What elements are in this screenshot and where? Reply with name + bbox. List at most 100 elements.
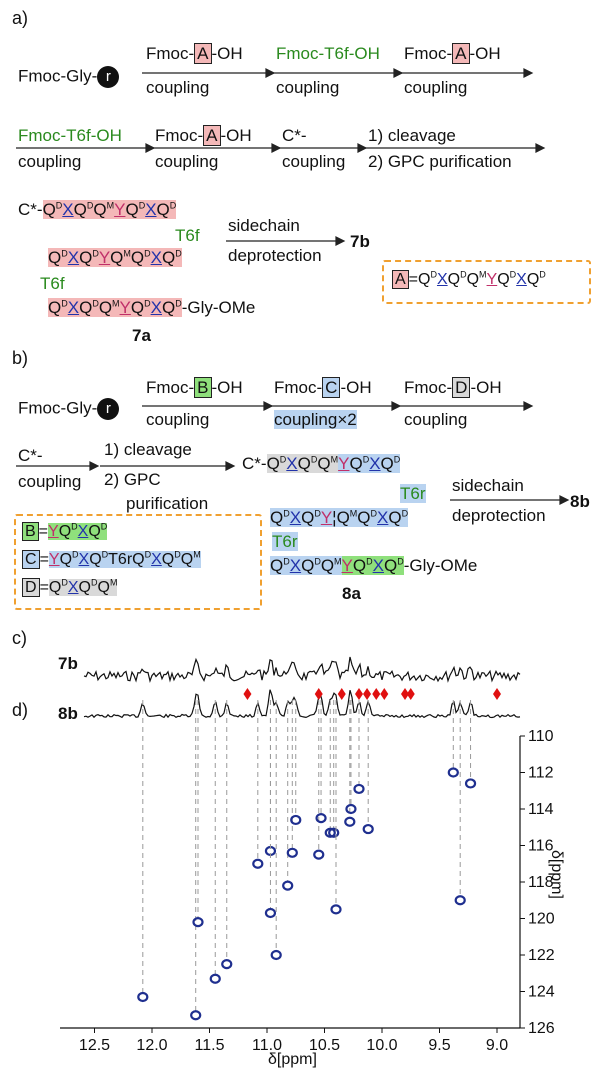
- reagent-b-below: coupling: [146, 410, 210, 429]
- chain-b1: C*-QDXQDQMYQDXQD: [242, 454, 401, 473]
- definition-b: B =YQDXQD: [22, 522, 108, 542]
- definition-a: A =QDXQDQMYQDXQD: [392, 270, 546, 290]
- hsqc-peak: [454, 895, 466, 906]
- t6f-a2: T6f: [40, 274, 65, 293]
- hsqc-peak: [290, 814, 302, 826]
- start-material-a: Fmoc-Gly-r: [18, 66, 120, 88]
- hsqc-peak: [270, 949, 282, 961]
- sidechain-a: sidechain: [228, 216, 300, 235]
- y-tick-label: 120: [528, 911, 555, 928]
- gpc-b: 2) GPC: [104, 470, 161, 489]
- reagent-a1-below: coupling: [146, 78, 210, 97]
- peak-marker: [380, 688, 389, 700]
- hsqc-peak: [330, 904, 342, 915]
- hsqc-peak: [264, 907, 277, 919]
- y-tick-label: 124: [528, 984, 555, 1001]
- start-material-b: Fmoc-Gly-r: [18, 398, 120, 420]
- peak-marker: [406, 688, 415, 700]
- reagent-a3-below: coupling: [404, 78, 468, 97]
- hsqc-peak: [362, 823, 374, 835]
- compound-8b: 8b: [570, 492, 590, 511]
- t6r-b1: T6r: [400, 484, 426, 503]
- reagent-b: Fmoc- B -OH: [146, 377, 243, 398]
- t6r-b2: T6r: [272, 532, 298, 551]
- reagent-d-below: coupling: [404, 410, 468, 429]
- panel-label-c: c): [12, 628, 27, 648]
- y-axis-label: δ[ppm]: [548, 850, 565, 899]
- x-tick-label: 9.0: [486, 1037, 508, 1054]
- peak-marker: [401, 688, 409, 700]
- definition-c: C =YQDXQDT6rQDXQDQM: [22, 550, 201, 570]
- peak-marker: [372, 688, 381, 700]
- hsqc-peak: [344, 816, 356, 827]
- compound-8a: 8a: [342, 584, 361, 603]
- y-tick-label: 114: [528, 801, 554, 818]
- hsqc-peak: [328, 827, 340, 838]
- chain-b3: QDXQDQMYQDXQD-Gly-OMe: [270, 556, 478, 575]
- y-tick-label: 122: [528, 947, 555, 964]
- compound-7b: 7b: [350, 232, 370, 251]
- hsqc-peak: [353, 783, 365, 795]
- x-tick-label: 11.0: [252, 1037, 282, 1054]
- resin-icon-b: r: [97, 398, 120, 420]
- y-tick-label: 126: [528, 1020, 555, 1037]
- x-tick-label: 10.0: [366, 1037, 397, 1054]
- hsqc-peak: [192, 917, 204, 928]
- x-tick-label: 9.5: [428, 1037, 450, 1054]
- x-tick-label: 12.5: [79, 1037, 110, 1054]
- hsqc-plot: 12.5 12.0 11.5 11.0 10.5 10.0 9.5 9.0 110 112 114 1…: [60, 700, 555, 1054]
- spectrum-7b: [83, 656, 521, 683]
- 1d-spectra: [83, 656, 521, 719]
- spectrum-label-8b: 8b: [58, 704, 78, 723]
- hsqc-peak: [313, 849, 325, 860]
- y-tick-label: 118: [528, 874, 554, 891]
- hsqc-peak: [137, 991, 149, 1003]
- y-tick-label: 116: [528, 838, 554, 855]
- peak-marker: [314, 688, 323, 700]
- reagent-a2-below: coupling: [276, 78, 340, 97]
- definition-box-a: [382, 260, 591, 304]
- hsqc-peak: [282, 880, 294, 891]
- peak-marker: [493, 688, 501, 700]
- hsqc-peak: [345, 803, 357, 815]
- t6f-a1: T6f: [175, 226, 200, 245]
- sidechain-b: sidechain: [452, 476, 524, 495]
- c-star-b: C*-: [18, 446, 43, 465]
- spectrum-label-7b: 7b: [58, 654, 78, 673]
- resin-icon: r: [97, 66, 120, 88]
- reagent-a3: Fmoc- A -OH: [404, 43, 501, 64]
- reagent-a4-below: coupling: [18, 152, 82, 171]
- x-tick-label: 12.0: [136, 1037, 167, 1054]
- peak-marker: [355, 688, 363, 700]
- definition-box-b: [14, 514, 262, 610]
- panel-label-b: b): [12, 348, 29, 368]
- reagent-a5-below: coupling: [155, 152, 219, 171]
- gpc-a: 2) GPC purification: [368, 152, 512, 171]
- chain-a1: C*-QDXQDQMYQDXQD: [18, 200, 177, 219]
- hsqc-peak: [190, 1010, 202, 1021]
- hsqc-peak: [252, 858, 264, 869]
- peak-marker: [363, 688, 372, 700]
- hsqc-peak: [221, 959, 233, 970]
- y-tick-label: 110: [528, 728, 554, 745]
- reaction-arrows: [16, 68, 570, 505]
- reagent-a2: Fmoc-T6f-OH: [276, 44, 380, 63]
- cleavage-a: 1) cleavage: [368, 126, 456, 145]
- definition-d: D =QDXQDQM: [22, 578, 118, 598]
- reagent-a4: Fmoc-T6f-OH: [18, 126, 122, 145]
- reagent-a5: Fmoc- A -OH: [155, 125, 252, 146]
- chain-b2: QDXQDY¦QMQDXQD: [270, 508, 409, 527]
- x-tick-label: 10.5: [309, 1037, 340, 1054]
- cleavage-b: 1) cleavage: [104, 440, 192, 459]
- reagent-d: Fmoc- D -OH: [404, 377, 502, 398]
- panel-label-a: a): [12, 8, 29, 28]
- reagent-c: Fmoc- C -OH: [274, 377, 372, 398]
- reagent-a6-below: coupling: [282, 152, 346, 171]
- reagent-a1: Fmoc- A -OH: [146, 43, 243, 64]
- hsqc-peak: [286, 847, 298, 858]
- x-tick-label: 11.5: [195, 1037, 225, 1054]
- peak-marker: [337, 688, 346, 700]
- hsqc-peak: [464, 778, 477, 789]
- panel-label-d: d): [12, 700, 29, 720]
